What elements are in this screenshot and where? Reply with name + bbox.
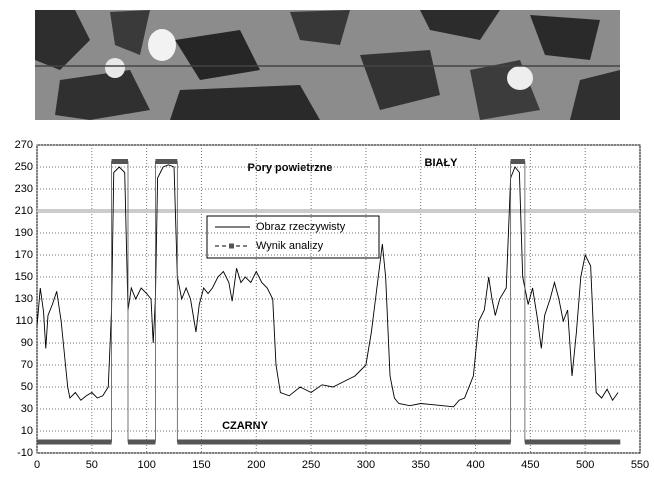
x-tick-label: 50 [86, 459, 98, 471]
y-tick-label: 150 [15, 271, 33, 283]
y-tick-label: 250 [15, 161, 33, 173]
x-tick-label: 400 [466, 459, 484, 471]
annotation: Pory powietrzne [248, 162, 333, 174]
y-tick-label: 210 [15, 205, 33, 217]
y-tick-label: 90 [21, 337, 33, 349]
legend-label: Obraz rzeczywisty [256, 221, 346, 233]
y-tick-label: 190 [15, 227, 33, 239]
y-tick-label: 270 [15, 139, 33, 151]
y-tick-label: 30 [21, 403, 33, 415]
series-line [37, 162, 620, 443]
x-tick-label: 500 [576, 459, 594, 471]
x-tick-label: 250 [302, 459, 320, 471]
x-tick-label: 100 [137, 459, 155, 471]
y-tick-label: 170 [15, 249, 33, 261]
x-tick-label: 550 [631, 459, 649, 471]
micrograph [35, 10, 620, 120]
y-tick-label: 130 [15, 293, 33, 305]
y-tick-label: -10 [17, 447, 33, 459]
legend-label: Wynik analizy [256, 240, 324, 252]
x-tick-label: 200 [247, 459, 265, 471]
series-line [37, 165, 618, 407]
figure: Pory powietrzne BIAŁY CZARNY Obraz rzecz… [0, 0, 654, 475]
legend-marker [229, 244, 234, 249]
x-tick-label: 300 [357, 459, 375, 471]
y-tick-label: 230 [15, 183, 33, 195]
x-tick-label: 350 [412, 459, 430, 471]
y-tick-label: 10 [21, 425, 33, 437]
y-tick-label: 70 [21, 359, 33, 371]
y-tick-label: 110 [15, 315, 33, 327]
annotation: CZARNY [222, 420, 268, 432]
y-tick-label: 50 [21, 381, 33, 393]
x-tick-label: 0 [34, 459, 40, 471]
x-tick-label: 150 [192, 459, 210, 471]
legend: Obraz rzeczywisty Wynik analizy [207, 216, 379, 258]
x-tick-label: 450 [521, 459, 539, 471]
annotation: BIAŁY [425, 157, 459, 169]
